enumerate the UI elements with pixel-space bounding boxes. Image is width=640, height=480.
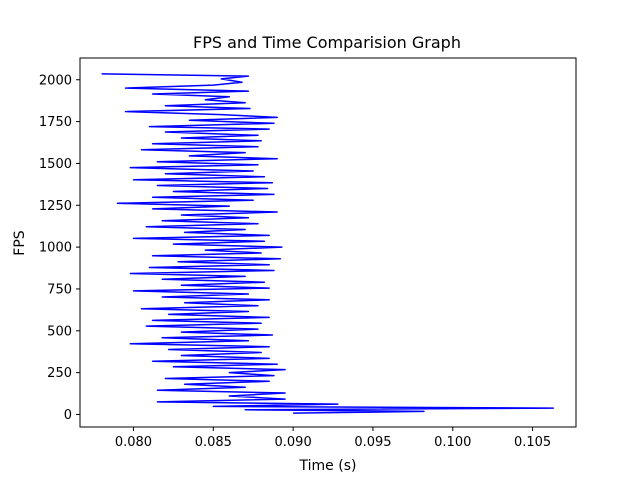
y-tick-label: 1000	[39, 241, 72, 256]
series-line	[101, 73, 555, 414]
x-axis: 0.080 0.085 0.090 0.095 0.100 0.105	[115, 427, 551, 450]
x-tick-label: 0.095	[354, 435, 391, 450]
x-tick-label: 0.085	[195, 435, 232, 450]
y-axis-label: FPS	[12, 230, 28, 255]
plot-area	[79, 57, 577, 428]
x-tick-label: 0.100	[434, 435, 471, 450]
chart-title: FPS and Time Comparision Graph	[193, 33, 461, 52]
x-axis-label: Time (s)	[299, 458, 357, 474]
y-tick-label: 750	[47, 282, 72, 297]
y-axis: 0 250 500 750 1000 1250 1500 1750 2000	[39, 73, 80, 423]
y-tick-label: 2000	[39, 73, 72, 88]
x-tick-label: 0.080	[115, 435, 152, 450]
axes-frame	[79, 57, 577, 428]
y-tick-label: 1250	[39, 199, 72, 214]
x-tick-label: 0.105	[514, 435, 551, 450]
y-tick-label: 0	[64, 408, 72, 423]
y-tick-label: 1500	[39, 157, 72, 172]
y-tick-label: 1750	[39, 115, 72, 130]
x-tick-label: 0.090	[275, 435, 312, 450]
y-tick-label: 250	[47, 366, 72, 381]
y-tick-label: 500	[47, 324, 72, 339]
